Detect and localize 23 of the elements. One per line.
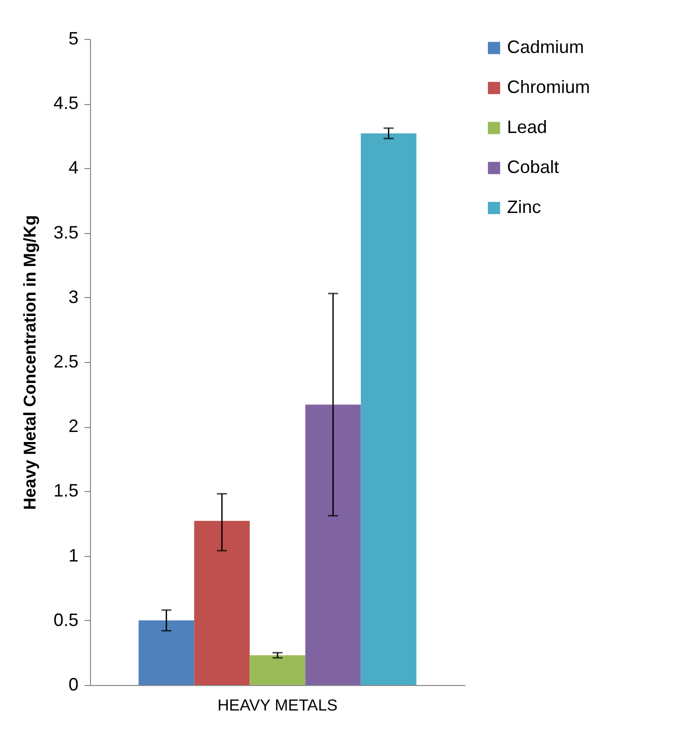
y-tick-label: 0.5	[53, 610, 78, 630]
legend-label: Lead	[507, 117, 548, 137]
y-tick-label: 1.5	[53, 480, 78, 501]
y-tick-label: 4.5	[53, 93, 78, 114]
bar	[305, 404, 361, 685]
y-tick-label: 0	[68, 674, 78, 694]
y-tick-label: 4	[68, 158, 78, 178]
legend-label: Chromium	[507, 77, 590, 97]
y-tick-label: 3.5	[53, 222, 78, 242]
y-tick-label: 3	[68, 286, 78, 307]
y-tick-label: 2	[68, 416, 78, 436]
y-tick-label: 2.5	[53, 352, 78, 372]
legend-label: Zinc	[507, 197, 542, 217]
bar	[360, 133, 416, 685]
legend-label: Cadmium	[507, 37, 584, 57]
y-tick-label: 1	[68, 545, 78, 566]
legend-label: Cobalt	[507, 157, 560, 177]
y-tick-label: 5	[68, 28, 78, 48]
x-tick-label: HEAVY METALS	[217, 698, 338, 714]
bar	[194, 520, 250, 685]
bar	[250, 655, 306, 685]
y-axis-title: Heavy Metal Concentration in Mg/Kg	[20, 215, 40, 510]
bar	[138, 620, 194, 685]
